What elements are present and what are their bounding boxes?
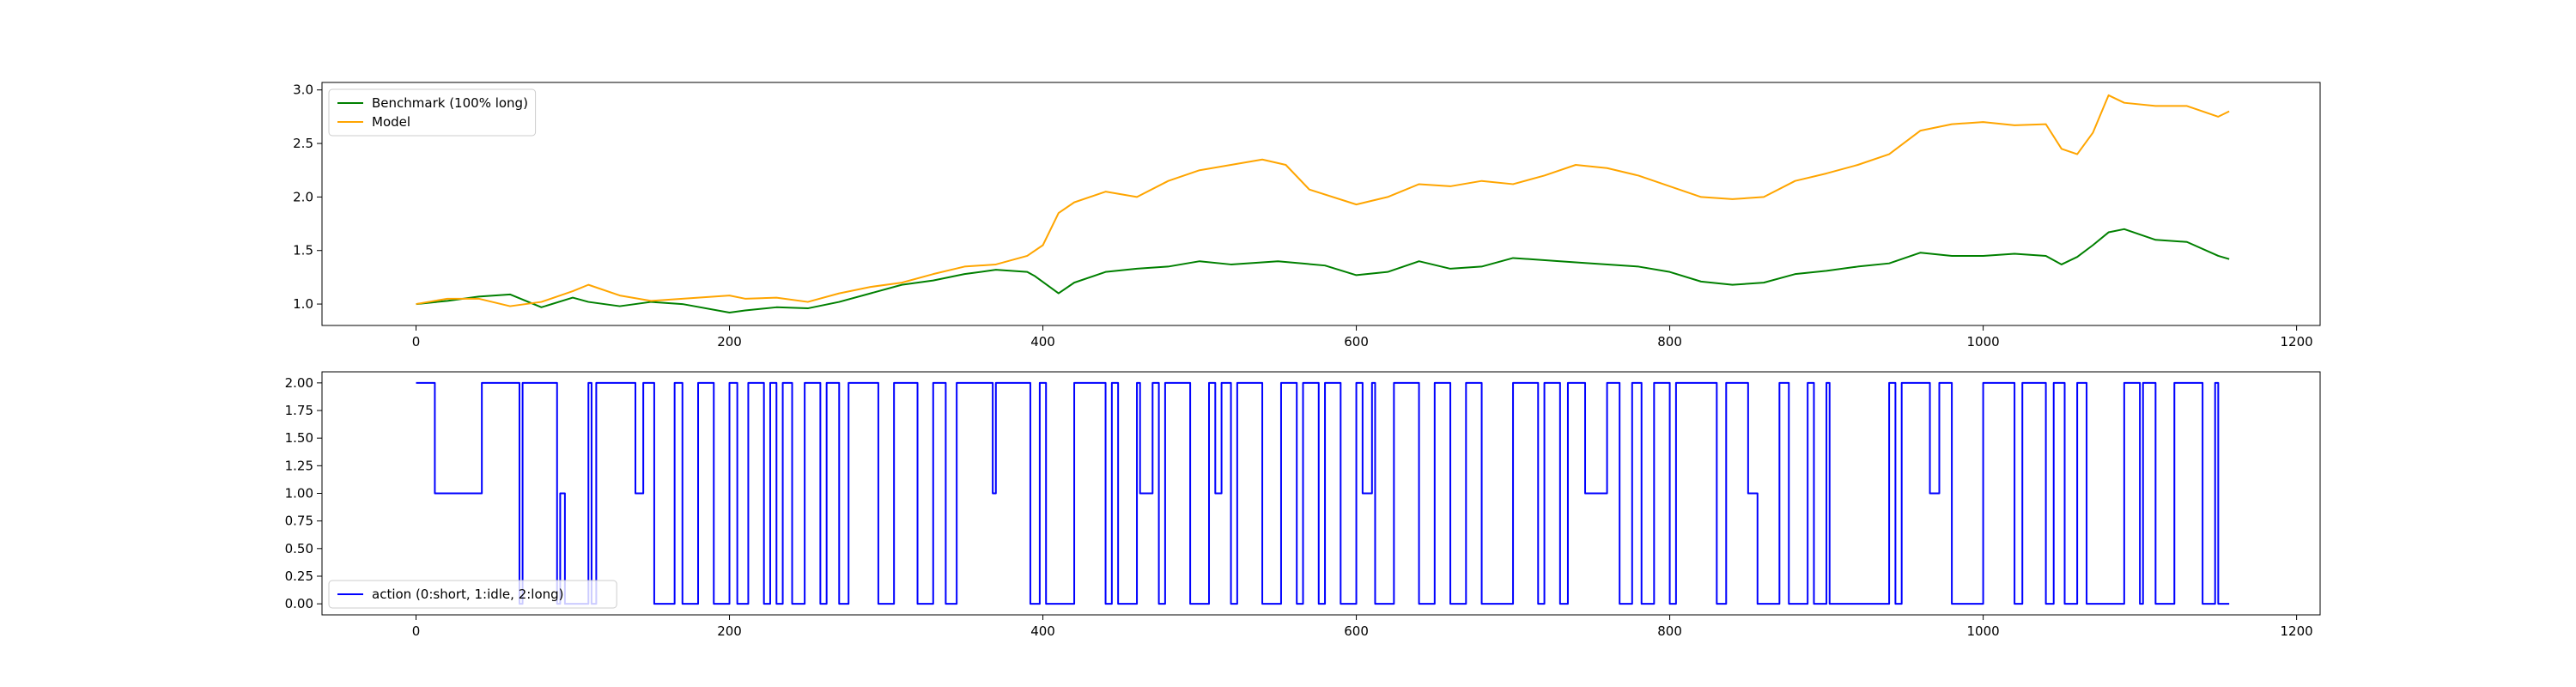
legend-box <box>328 580 617 609</box>
price-chart-axes-frame <box>321 82 2321 326</box>
price-series-group <box>416 94 2230 314</box>
y-tick-label: 0.75 <box>285 514 313 529</box>
x-tick-label: 600 <box>1344 334 1369 350</box>
x-tick-label: 1000 <box>1967 334 2000 350</box>
y-tick-label: 1.00 <box>285 486 313 502</box>
x-tick-label: 400 <box>1030 623 1055 639</box>
x-tick-label: 200 <box>717 623 742 639</box>
y-tick-label: 1.0 <box>293 296 313 312</box>
price-chart-y-ticks: 1.0 1.5 2.0 2.5 3.0 <box>293 82 322 312</box>
legend-label: Benchmark (100% long) <box>372 95 528 111</box>
legend-label: Model <box>372 114 410 130</box>
legend-box <box>328 88 537 137</box>
x-tick-label: 400 <box>1030 334 1055 350</box>
action-series-group <box>416 381 2230 605</box>
y-tick-label: 1.50 <box>285 430 313 446</box>
y-tick-label: 2.00 <box>285 375 313 391</box>
x-tick-label: 1200 <box>2281 623 2313 639</box>
action-chart-legend: action (0:short, 1:idle, 2:long) <box>328 580 617 609</box>
y-tick-label: 0.25 <box>285 568 313 584</box>
action-chart-x-ticks: 0 200 400 600 800 1000 1200 <box>412 615 2313 639</box>
y-tick-label: 1.5 <box>293 243 313 258</box>
x-tick-label: 1000 <box>1967 623 2000 639</box>
y-tick-label: 0.00 <box>285 596 313 611</box>
price-chart: 0 200 400 600 800 1000 1200 1.0 1.5 2.0 2.5 3.0 Be… <box>293 82 2321 350</box>
y-tick-label: 0.50 <box>285 541 313 556</box>
x-tick-label: 800 <box>1657 334 1682 350</box>
x-tick-label: 0 <box>412 623 421 639</box>
x-tick-label: 200 <box>717 334 742 350</box>
series-line-1 <box>416 94 2230 307</box>
action-chart-y-ticks: 0.00 0.25 0.50 0.75 1.00 1.25 1.50 1.75 2.00 <box>285 375 322 611</box>
y-tick-label: 1.75 <box>285 403 313 418</box>
price-chart-legend: Benchmark (100% long) Model <box>328 88 537 137</box>
series-line-0 <box>416 381 2230 605</box>
y-tick-label: 3.0 <box>293 82 313 98</box>
x-tick-label: 600 <box>1344 623 1369 639</box>
y-tick-label: 2.0 <box>293 189 313 204</box>
price-chart-x-ticks: 0 200 400 600 800 1000 1200 <box>412 325 2313 350</box>
y-tick-label: 1.25 <box>285 458 313 473</box>
x-tick-label: 0 <box>412 334 421 350</box>
legend-label: action (0:short, 1:idle, 2:long) <box>372 587 564 602</box>
y-tick-label: 2.5 <box>293 136 313 151</box>
action-chart: 0 200 400 600 800 1000 1200 0.00 0.25 0.50 0.75 1.… <box>285 371 2321 639</box>
series-line-0 <box>416 228 2230 314</box>
x-tick-label: 800 <box>1657 623 1682 639</box>
x-tick-label: 1200 <box>2281 334 2313 350</box>
